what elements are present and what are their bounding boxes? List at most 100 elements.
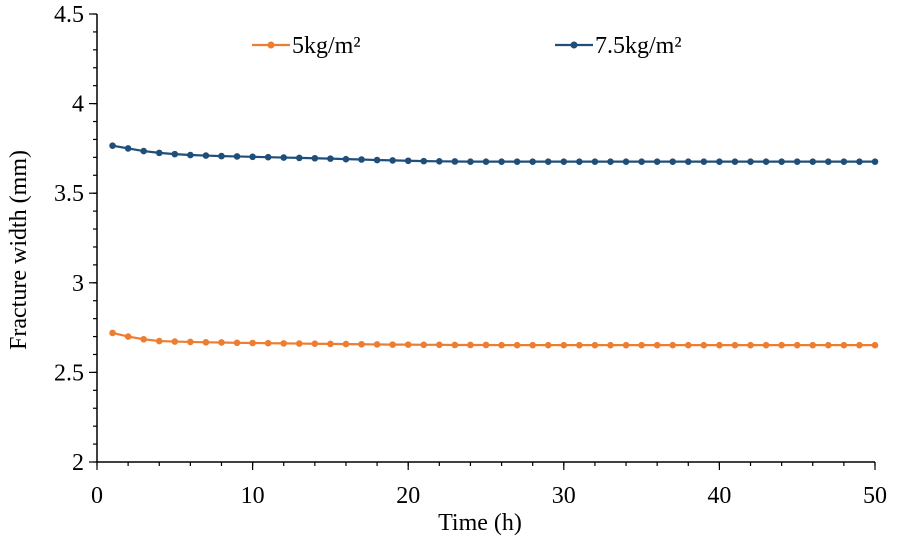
series-1-point bbox=[560, 341, 568, 349]
series-2-point bbox=[544, 158, 552, 165]
series-1-point bbox=[513, 341, 521, 349]
series-1-point bbox=[731, 341, 739, 349]
series-1-point bbox=[684, 341, 692, 349]
legend-swatch-marker bbox=[267, 41, 275, 49]
legend-entry: 5kg/m² bbox=[252, 33, 361, 59]
series-1-point bbox=[856, 341, 863, 349]
series-2-point bbox=[389, 157, 396, 164]
series-1-point bbox=[700, 341, 708, 349]
series-1-point bbox=[747, 341, 754, 349]
series-1-point bbox=[762, 341, 770, 349]
series-2-point bbox=[684, 158, 692, 165]
series-2-point bbox=[529, 158, 536, 165]
series-1-point bbox=[109, 329, 116, 337]
series-1-point bbox=[342, 340, 350, 348]
series-1-point bbox=[420, 341, 428, 349]
series-1-point bbox=[653, 341, 661, 349]
series-1-point bbox=[389, 341, 396, 348]
legend-entry: 7.5kg/m² bbox=[555, 33, 682, 59]
series bbox=[109, 142, 879, 349]
x-tick-label: 10 bbox=[241, 483, 265, 509]
series-1-point bbox=[451, 341, 459, 349]
series-1-point bbox=[171, 338, 179, 345]
series-1-point bbox=[218, 339, 225, 346]
series-2-point bbox=[716, 158, 723, 165]
series-1-point bbox=[793, 341, 801, 349]
ticks: 2 2.5 3 3.5 4 4.5 0 10 20 30 40 50 bbox=[54, 2, 887, 509]
series-1-point bbox=[373, 341, 381, 348]
series-2-point bbox=[155, 149, 163, 157]
y-tick-label: 4.5 bbox=[54, 2, 84, 28]
series-2-point bbox=[591, 158, 599, 165]
y-tick-label: 3 bbox=[72, 271, 84, 297]
x-tick-label: 0 bbox=[91, 483, 103, 509]
x-tick-label: 30 bbox=[552, 483, 576, 509]
series-2-point bbox=[295, 154, 303, 162]
series-1-point bbox=[249, 339, 256, 347]
series-2-point bbox=[342, 155, 350, 163]
series-2-point bbox=[622, 158, 630, 165]
series-2-point bbox=[109, 142, 116, 150]
series-2-point bbox=[218, 152, 225, 160]
series-1-point bbox=[404, 341, 412, 348]
x-tick-label: 50 bbox=[863, 483, 887, 509]
series-2-point bbox=[778, 158, 785, 165]
x-tick-label: 20 bbox=[396, 483, 420, 509]
series-1-point bbox=[187, 338, 194, 346]
series-1-point bbox=[638, 341, 645, 349]
series-2-point bbox=[700, 158, 708, 165]
series-1-point bbox=[498, 341, 505, 349]
series-2-point bbox=[840, 158, 848, 165]
y-axis-title: Fracture width (mm) bbox=[6, 150, 32, 350]
series-2-point bbox=[669, 158, 677, 165]
series-1-point bbox=[809, 341, 817, 349]
series-2-point bbox=[436, 158, 443, 165]
y-tick-label: 3.5 bbox=[54, 181, 84, 207]
legend: 5kg/m² 7.5kg/m² bbox=[252, 33, 682, 59]
series-2-point bbox=[793, 158, 801, 165]
series-1-point bbox=[124, 333, 132, 340]
series-2-point bbox=[187, 151, 194, 159]
series-2-point bbox=[249, 153, 256, 161]
y-tick-label: 2 bbox=[72, 450, 84, 476]
series-2-point bbox=[202, 152, 210, 159]
x-tick-label: 40 bbox=[707, 483, 731, 509]
series-2-point bbox=[731, 158, 739, 165]
series-2-point bbox=[451, 158, 459, 165]
series-1-point bbox=[140, 335, 147, 343]
x-axis-title: Time (h) bbox=[438, 510, 522, 536]
axes bbox=[96, 14, 875, 463]
series-2-line bbox=[112, 144, 875, 163]
series-1-point bbox=[311, 340, 319, 348]
series-1-point bbox=[327, 340, 334, 348]
series-2-point bbox=[576, 158, 583, 165]
series-2-point bbox=[607, 158, 614, 165]
series-1-point bbox=[155, 337, 163, 345]
series-2-point bbox=[264, 153, 272, 161]
series-2-point bbox=[171, 150, 179, 158]
series-2-point bbox=[404, 157, 412, 165]
series-2-point bbox=[420, 157, 428, 165]
series-1-point bbox=[576, 341, 583, 349]
series-2-point bbox=[809, 158, 817, 165]
series-1-point bbox=[669, 341, 677, 349]
series-1-line bbox=[112, 331, 875, 347]
y-tick-label: 2.5 bbox=[54, 360, 84, 386]
series-2-point bbox=[856, 158, 863, 165]
series-1-point bbox=[607, 341, 614, 349]
series-1-point bbox=[358, 340, 365, 348]
series-1-point bbox=[871, 341, 879, 349]
series-1-point bbox=[202, 338, 210, 346]
series-2-point bbox=[653, 158, 661, 165]
series-2-point bbox=[747, 158, 754, 165]
legend-swatch-marker bbox=[570, 41, 578, 49]
series-1-point bbox=[482, 341, 490, 349]
series-1-point bbox=[825, 341, 832, 349]
series-1-point bbox=[436, 341, 443, 349]
series-1-point bbox=[544, 341, 552, 349]
series-2-point bbox=[140, 147, 147, 155]
series-2-point bbox=[638, 158, 645, 165]
series-1-point bbox=[529, 341, 536, 349]
series-2-point bbox=[280, 154, 288, 161]
